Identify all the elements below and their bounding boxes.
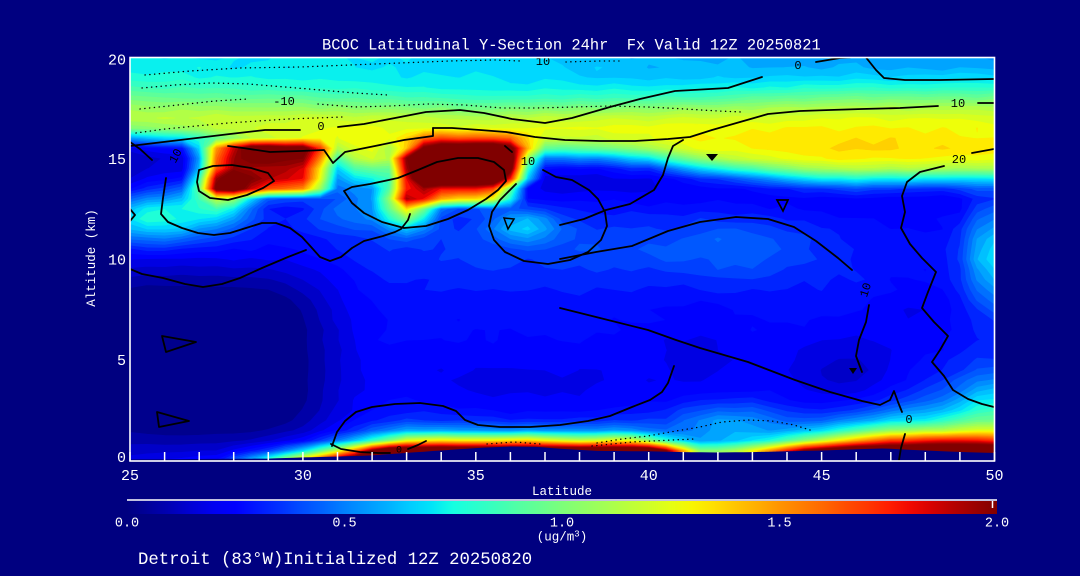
- svg-text:40: 40: [640, 468, 658, 485]
- svg-text:10: 10: [857, 281, 875, 299]
- svg-text:0: 0: [905, 413, 912, 427]
- svg-text:20: 20: [108, 53, 126, 70]
- svg-text:35: 35: [467, 468, 485, 485]
- svg-text:0: 0: [117, 450, 126, 467]
- svg-text:10: 10: [108, 253, 126, 270]
- svg-text:15: 15: [108, 152, 126, 169]
- svg-text:BCOC Latitudinal Y-Section 24h: BCOC Latitudinal Y-Section 24hr Fx Valid…: [322, 37, 821, 55]
- svg-text:1.0: 1.0: [550, 517, 574, 532]
- svg-text:0: 0: [396, 446, 402, 457]
- svg-text:0: 0: [794, 59, 801, 73]
- svg-text:45: 45: [813, 468, 831, 485]
- svg-text:1.5: 1.5: [767, 517, 791, 532]
- svg-text:Latitude: Latitude: [532, 485, 592, 499]
- svg-text:5: 5: [117, 353, 126, 370]
- svg-text:-10: -10: [273, 95, 295, 109]
- svg-text:25: 25: [121, 468, 139, 485]
- svg-text:Altitude (km): Altitude (km): [85, 209, 99, 307]
- svg-text:0: 0: [317, 120, 324, 134]
- svg-text:20: 20: [952, 153, 966, 167]
- svg-text:Detroit (83°W)Initialized 12Z: Detroit (83°W)Initialized 12Z 20250820: [138, 551, 532, 570]
- svg-text:10: 10: [536, 55, 550, 69]
- svg-text:10: 10: [951, 97, 965, 111]
- svg-text:0.5: 0.5: [332, 517, 356, 532]
- svg-text:30: 30: [294, 468, 312, 485]
- svg-text:(ug/m3): (ug/m3): [537, 530, 587, 545]
- svg-text:10: 10: [521, 155, 535, 169]
- svg-text:0.0: 0.0: [115, 517, 139, 532]
- svg-text:2.0: 2.0: [985, 517, 1009, 532]
- svg-text:50: 50: [985, 468, 1003, 485]
- svg-text:10: 10: [167, 146, 186, 165]
